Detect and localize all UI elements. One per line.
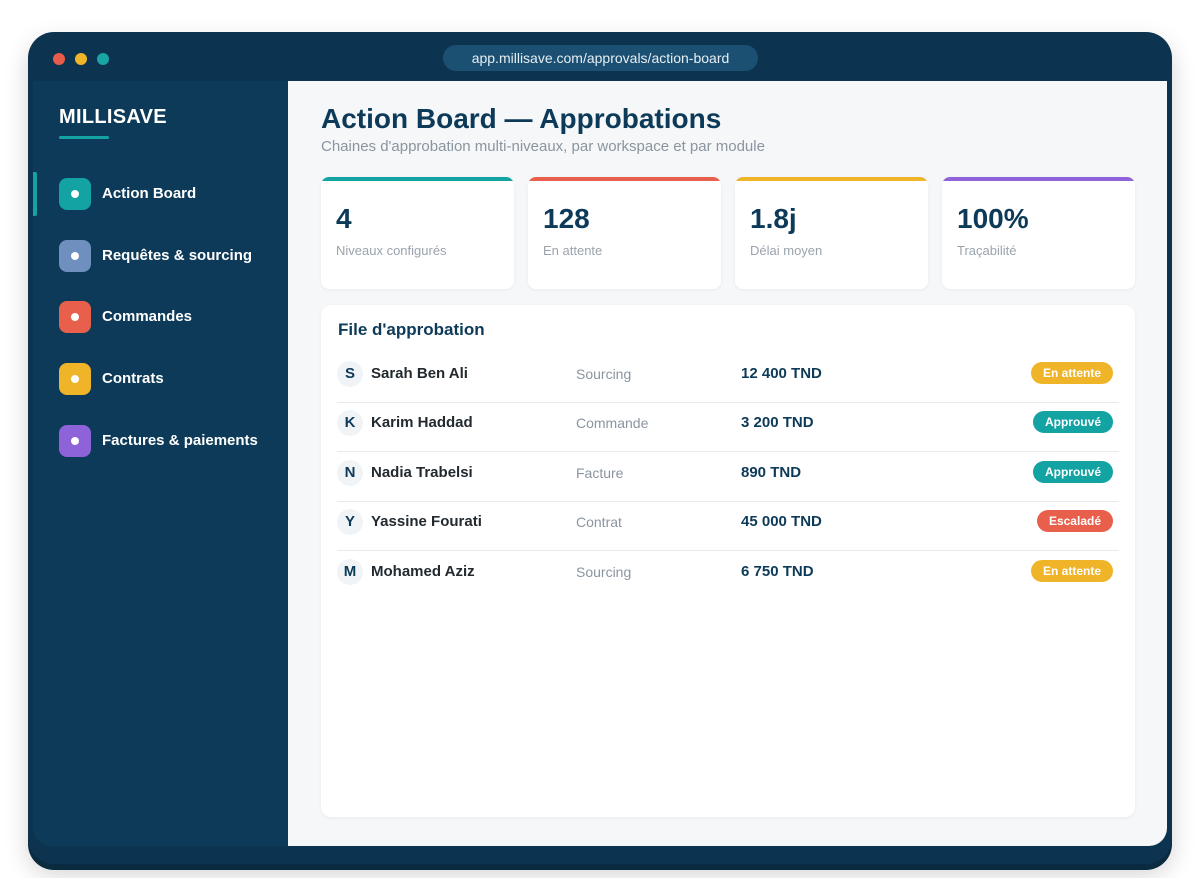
module-name: Commande xyxy=(576,415,649,431)
kpi-value: 4 xyxy=(336,203,352,234)
sidebar-item-label: Commandes xyxy=(102,308,193,325)
sidebar-item-label: Contrats xyxy=(102,370,164,387)
requester-name: Karim Haddad xyxy=(371,414,473,431)
kpi-card-delai-moyen: 1.8j Délai moyen xyxy=(735,177,928,289)
amount: 890 TND xyxy=(741,464,802,481)
amount: 6 750 TND xyxy=(741,563,814,580)
sidebar-item-commandes[interactable]: Commandes xyxy=(33,295,288,339)
kpi-accent-bar xyxy=(528,177,721,181)
page-title: Action Board — Approbations xyxy=(321,103,722,134)
url-bar[interactable]: app.millisave.com/approvals/action-board xyxy=(443,45,758,71)
kpi-label: En attente xyxy=(543,243,603,258)
main-content: Action Board — Approbations Chaines d'ap… xyxy=(288,81,1167,846)
dot-icon xyxy=(59,363,91,395)
table-row[interactable]: K Karim Haddad Commande 3 200 TND Approu… xyxy=(337,402,1119,452)
kpi-label: Traçabilité xyxy=(957,243,1017,258)
sidebar-item-label: Factures & paiements xyxy=(102,432,258,449)
requester-name: Yassine Fourati xyxy=(371,513,482,530)
sidebar-item-label: Requêtes & sourcing xyxy=(102,247,253,264)
kpi-value: 128 xyxy=(543,203,590,234)
kpi-card-en-attente: 128 En attente xyxy=(528,177,721,289)
active-indicator xyxy=(33,172,37,216)
minimize-window-dot[interactable] xyxy=(75,53,87,65)
sidebar-item-factures-paiements[interactable]: Factures & paiements xyxy=(33,419,288,463)
sidebar: MILLISAVE Action Board Requêtes & sourci… xyxy=(33,81,288,846)
avatar: N xyxy=(337,460,363,486)
table-row[interactable]: N Nadia Trabelsi Facture 890 TND Approuv… xyxy=(337,452,1119,502)
kpi-value: 100% xyxy=(957,203,1029,234)
kpi-accent-bar xyxy=(321,177,514,181)
module-name: Facture xyxy=(576,465,624,481)
status-badge: Escaladé xyxy=(1036,510,1113,532)
requester-name: Mohamed Aziz xyxy=(371,563,475,580)
close-window-dot[interactable] xyxy=(53,53,65,65)
amount: 12 400 TND xyxy=(741,365,822,382)
sidebar-item-label: Action Board xyxy=(102,185,197,202)
dot-icon xyxy=(59,240,91,272)
title-bar: app.millisave.com/approvals/action-board xyxy=(28,32,1172,82)
brand-underline xyxy=(59,136,109,139)
status-badge: En attente xyxy=(1030,560,1113,582)
avatar: M xyxy=(337,559,363,585)
sidebar-item-requetes-sourcing[interactable]: Requêtes & sourcing xyxy=(33,234,288,278)
avatar: Y xyxy=(337,509,363,535)
status-badge: Approuvé xyxy=(1032,461,1113,483)
brand-logo-text: MILLISAVE xyxy=(59,106,167,128)
table-row[interactable]: M Mohamed Aziz Sourcing 6 750 TND En att… xyxy=(337,551,1119,601)
sidebar-item-action-board[interactable]: Action Board xyxy=(33,172,288,216)
kpi-accent-bar xyxy=(735,177,928,181)
page-subtitle: Chaines d'approbation multi-niveaux, par… xyxy=(321,138,765,155)
approval-queue-panel: File d'approbation S Sarah Ben Ali Sourc… xyxy=(321,305,1135,817)
dot-icon xyxy=(59,178,91,210)
maximize-window-dot[interactable] xyxy=(97,53,109,65)
kpi-card-niveaux: 4 Niveaux configurés xyxy=(321,177,514,289)
status-badge: En attente xyxy=(1030,362,1113,384)
sidebar-item-contrats[interactable]: Contrats xyxy=(33,357,288,401)
kpi-card-tracabilite: 100% Traçabilité xyxy=(942,177,1135,289)
amount: 3 200 TND xyxy=(741,414,814,431)
module-name: Sourcing xyxy=(576,564,632,580)
avatar: S xyxy=(337,361,363,387)
table-row[interactable]: Y Yassine Fourati Contrat 45 000 TND Esc… xyxy=(337,501,1119,551)
module-name: Sourcing xyxy=(576,366,632,382)
dot-icon xyxy=(59,301,91,333)
queue-title: File d'approbation xyxy=(338,320,485,339)
amount: 45 000 TND xyxy=(741,513,822,530)
kpi-label: Niveaux configurés xyxy=(336,243,447,258)
requester-name: Nadia Trabelsi xyxy=(371,464,473,481)
table-row[interactable]: S Sarah Ben Ali Sourcing 12 400 TND En a… xyxy=(337,353,1119,403)
status-badge: Approuvé xyxy=(1032,411,1113,433)
avatar: K xyxy=(337,410,363,436)
kpi-label: Délai moyen xyxy=(750,243,823,258)
kpi-value: 1.8j xyxy=(750,203,797,234)
kpi-accent-bar xyxy=(942,177,1135,181)
module-name: Contrat xyxy=(576,514,622,530)
dot-icon xyxy=(59,425,91,457)
requester-name: Sarah Ben Ali xyxy=(371,365,468,382)
